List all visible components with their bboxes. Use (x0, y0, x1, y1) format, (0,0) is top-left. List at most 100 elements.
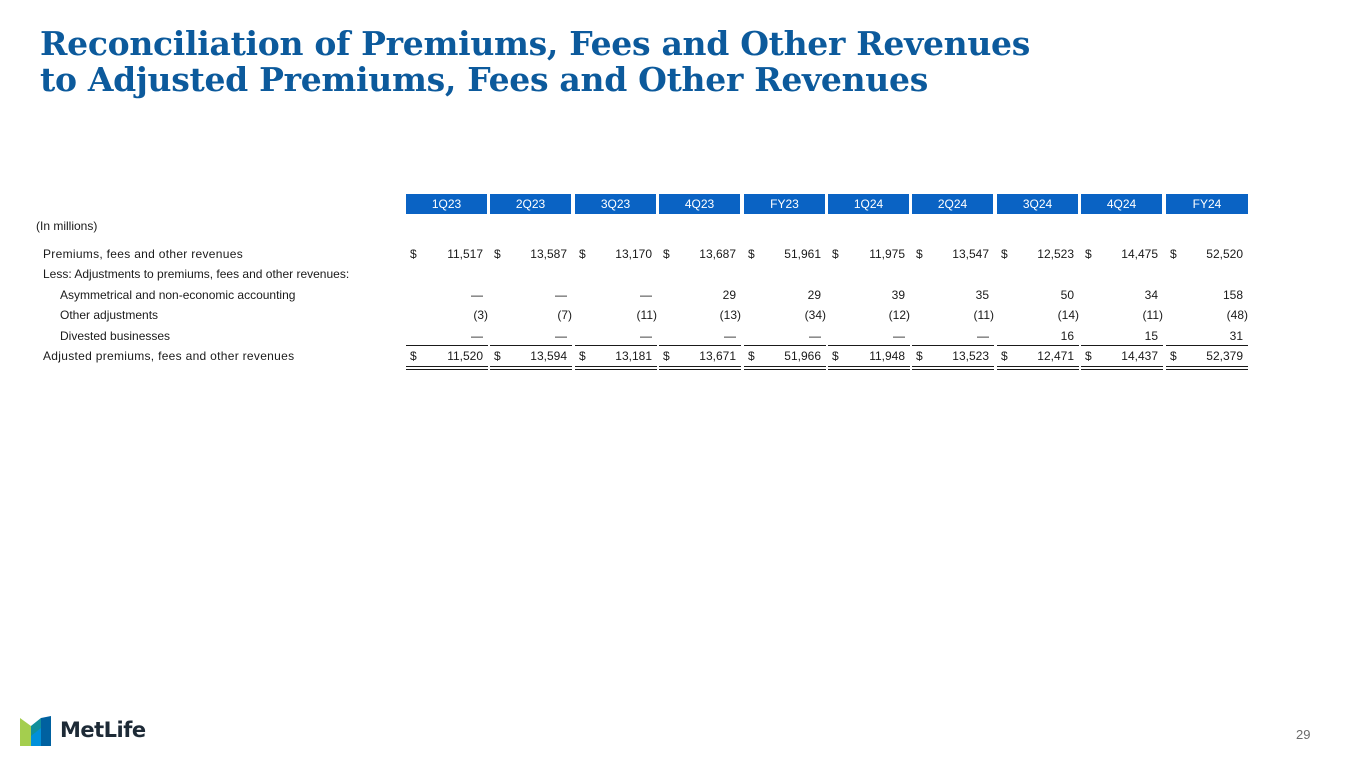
table-cell: — (555, 288, 567, 302)
table-cell: 11,517 (447, 247, 483, 261)
table-cell: — (640, 288, 652, 302)
table-cell: (34) (804, 308, 826, 322)
column-header-2q23: 2Q23 (490, 194, 571, 214)
dollar-sign: $ (494, 247, 501, 261)
table-cell: 158 (1222, 288, 1243, 302)
dollar-sign: $ (916, 247, 923, 261)
column-header-fy23: FY23 (744, 194, 825, 214)
total-double-rule (828, 366, 910, 370)
total-double-rule (490, 366, 572, 370)
table-cell: 51,961 (784, 247, 821, 261)
table-cell: — (471, 329, 483, 343)
subtotal-rule (1166, 345, 1248, 346)
title-line-1: Reconciliation of Premiums, Fees and Oth… (40, 24, 1031, 63)
dollar-sign: $ (494, 349, 501, 363)
dollar-sign: $ (1001, 247, 1008, 261)
table-cell: 16 (1060, 329, 1074, 343)
table-cell: 14,475 (1121, 247, 1158, 261)
total-double-rule (659, 366, 741, 370)
table-cell: 34 (1144, 288, 1158, 302)
table-cell: 12,471 (1037, 349, 1074, 363)
dollar-sign: $ (1170, 247, 1177, 261)
column-header-4q24: 4Q24 (1081, 194, 1162, 214)
subtotal-rule (575, 345, 657, 346)
table-cell: (11) (1142, 308, 1163, 322)
table-cell: — (471, 288, 483, 302)
dollar-sign: $ (748, 247, 755, 261)
subtotal-rule (406, 345, 488, 346)
total-double-rule (744, 366, 826, 370)
total-double-rule (1166, 366, 1248, 370)
dollar-sign: $ (832, 247, 839, 261)
table-cell: — (640, 329, 652, 343)
table-cell: — (977, 329, 989, 343)
table-cell: (11) (973, 308, 994, 322)
row-label-asymmetrical: Asymmetrical and non-economic accounting (60, 288, 296, 302)
table-cell: 52,520 (1206, 247, 1243, 261)
row-label-less-adjustments: Less: Adjustments to premiums, fees and … (43, 267, 350, 281)
subtotal-rule (997, 345, 1079, 346)
row-label-premiums: Premiums, fees and other revenues (43, 247, 243, 261)
table-cell: — (555, 329, 567, 343)
subtotal-rule (912, 345, 994, 346)
table-cell: (12) (888, 308, 910, 322)
table-cell: (7) (557, 308, 572, 322)
page-title: Reconciliation of Premiums, Fees and Oth… (40, 26, 1030, 98)
row-label-other-adjustments: Other adjustments (60, 308, 159, 322)
table-cell: 39 (891, 288, 905, 302)
table-cell: 11,948 (869, 349, 905, 363)
table-cell: 13,170 (615, 247, 652, 261)
table-cell: 13,594 (530, 349, 567, 363)
dollar-sign: $ (663, 349, 670, 363)
dollar-sign: $ (663, 247, 670, 261)
column-header-4q23: 4Q23 (659, 194, 740, 214)
dollar-sign: $ (916, 349, 923, 363)
table-cell: 15 (1144, 329, 1158, 343)
dollar-sign: $ (748, 349, 755, 363)
page-number: 29 (1296, 727, 1311, 742)
table-cell: (3) (473, 308, 488, 322)
column-header-1q23: 1Q23 (406, 194, 487, 214)
dollar-sign: $ (410, 247, 417, 261)
table-cell: 50 (1060, 288, 1074, 302)
table-cell: 13,181 (615, 349, 652, 363)
table-cell: 52,379 (1206, 349, 1243, 363)
table-cell: 12,523 (1037, 247, 1074, 261)
total-double-rule (1081, 366, 1163, 370)
table-cell: — (893, 329, 905, 343)
row-label-divested: Divested businesses (60, 329, 171, 343)
metlife-logo-text: MetLife (60, 718, 146, 742)
table-cell: 14,437 (1121, 349, 1158, 363)
row-label-adjusted: Adjusted premiums, fees and other revenu… (43, 349, 295, 363)
subtotal-rule (659, 345, 741, 346)
dollar-sign: $ (579, 349, 586, 363)
dollar-sign: $ (1085, 349, 1092, 363)
dollar-sign: $ (579, 247, 586, 261)
column-header-3q23: 3Q23 (575, 194, 656, 214)
table-cell: 11,975 (869, 247, 905, 261)
table-cell: (11) (636, 308, 657, 322)
total-double-rule (912, 366, 994, 370)
table-cell: 29 (722, 288, 736, 302)
total-double-rule (406, 366, 488, 370)
title-line-2: to Adjusted Premiums, Fees and Other Rev… (40, 60, 928, 99)
table-cell: 31 (1229, 329, 1243, 343)
column-header-2q24: 2Q24 (912, 194, 993, 214)
table-cell: 13,587 (530, 247, 567, 261)
table-cell: (14) (1057, 308, 1079, 322)
subtotal-rule (744, 345, 826, 346)
column-header-1q24: 1Q24 (828, 194, 909, 214)
table-cell: 13,687 (699, 247, 736, 261)
metlife-logo-icon (20, 716, 51, 746)
table-cell: (48) (1226, 308, 1248, 322)
table-cell: — (809, 329, 821, 343)
units-label: (In millions) (36, 219, 98, 233)
column-header-3q24: 3Q24 (997, 194, 1078, 214)
table-cell: — (724, 329, 736, 343)
subtotal-rule (828, 345, 910, 346)
table-cell: 13,671 (699, 349, 736, 363)
table-cell: 13,547 (952, 247, 989, 261)
column-header-fy24: FY24 (1166, 194, 1248, 214)
table-cell: 29 (807, 288, 821, 302)
table-cell: 13,523 (952, 349, 989, 363)
